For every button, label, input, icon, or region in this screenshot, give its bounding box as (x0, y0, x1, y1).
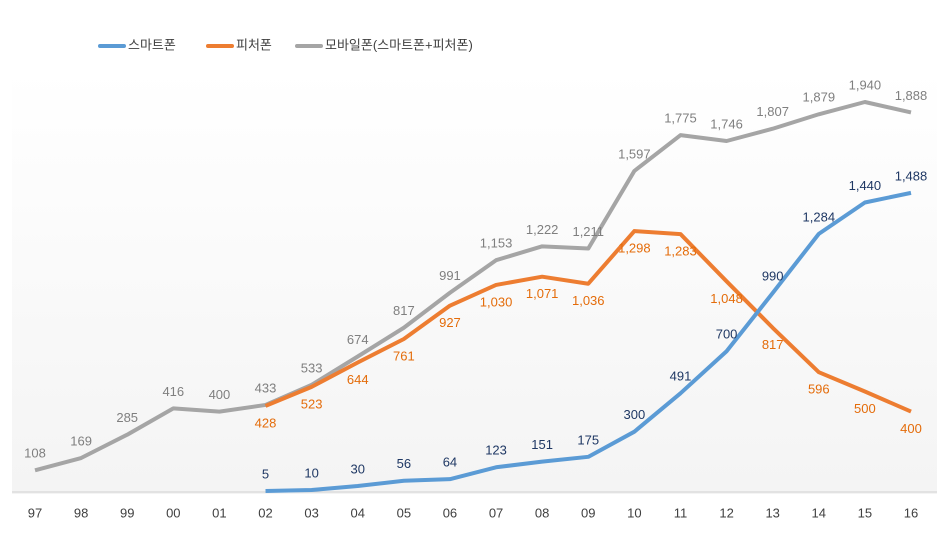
data-label: 169 (70, 433, 92, 448)
data-label: 1,888 (895, 88, 928, 103)
data-label: 1,030 (480, 294, 513, 309)
x-tick-label: 12 (719, 505, 733, 520)
data-label: 991 (439, 268, 461, 283)
data-label: 1,879 (803, 90, 836, 105)
data-label: 523 (301, 396, 323, 411)
data-label: 700 (716, 327, 738, 342)
data-label: 674 (347, 332, 369, 347)
data-label: 1,807 (756, 104, 789, 119)
data-label: 428 (255, 415, 277, 430)
legend-label: 피처폰 (236, 37, 272, 52)
data-label: 817 (393, 303, 415, 318)
data-label: 1,071 (526, 286, 559, 301)
x-tick-label: 08 (535, 505, 549, 520)
legend-label: 모바일폰(스마트폰+피처폰) (325, 37, 473, 52)
x-tick-label: 09 (581, 505, 595, 520)
data-label: 1,283 (664, 244, 697, 259)
x-tick-label: 99 (120, 505, 134, 520)
data-label: 1,488 (895, 168, 928, 183)
data-label: 1,284 (803, 209, 836, 224)
x-tick-label: 14 (812, 505, 826, 520)
data-label: 56 (397, 456, 411, 471)
x-tick-label: 13 (765, 505, 779, 520)
data-label: 596 (808, 382, 830, 397)
data-label: 990 (762, 268, 784, 283)
data-label: 1,940 (849, 77, 882, 92)
data-label: 175 (577, 432, 599, 447)
data-label: 108 (24, 446, 46, 461)
x-tick-label: 10 (627, 505, 641, 520)
data-label: 433 (255, 380, 277, 395)
x-tick-label: 03 (304, 505, 318, 520)
data-label: 491 (670, 369, 692, 384)
data-label: 761 (393, 348, 415, 363)
data-label: 1,775 (664, 111, 697, 126)
data-label: 64 (443, 455, 457, 470)
x-tick-label: 11 (674, 505, 688, 520)
data-label: 1,746 (710, 116, 743, 131)
series-line (34, 100, 912, 473)
x-tick-label: 04 (351, 505, 365, 520)
data-label: 400 (209, 387, 231, 402)
data-label: 1,048 (710, 291, 743, 306)
data-label: 10 (304, 465, 318, 480)
x-tick-label: 00 (166, 505, 180, 520)
data-label: 151 (531, 437, 553, 452)
x-tick-label: 98 (74, 505, 88, 520)
data-label: 500 (854, 401, 876, 416)
x-tick-label: 01 (212, 505, 226, 520)
x-tick-label: 15 (858, 505, 872, 520)
data-label: 1,222 (526, 222, 559, 237)
x-tick-label: 16 (904, 505, 918, 520)
data-label: 1,211 (572, 224, 604, 239)
x-tick-label: 06 (443, 505, 457, 520)
x-tick-label: 07 (489, 505, 503, 520)
x-tick-label: 05 (397, 505, 411, 520)
series-line (264, 229, 912, 414)
data-label: 1,153 (480, 236, 513, 251)
data-label: 1,298 (618, 240, 651, 255)
data-label: 817 (762, 337, 784, 352)
data-label: 644 (347, 372, 369, 387)
data-label: 5 (262, 466, 269, 481)
data-label: 1,440 (849, 178, 882, 193)
data-label: 533 (301, 360, 323, 375)
legend-label: 스마트폰 (128, 37, 176, 52)
data-label: 123 (485, 443, 507, 458)
data-label: 30 (351, 461, 365, 476)
data-label: 400 (900, 421, 922, 436)
data-label: 1,036 (572, 293, 605, 308)
x-tick-label: 97 (28, 505, 42, 520)
data-label: 1,597 (618, 146, 651, 161)
data-label: 927 (439, 315, 461, 330)
plot-background (12, 70, 937, 494)
data-label: 300 (624, 407, 646, 422)
data-label: 285 (116, 410, 138, 425)
series-line (265, 190, 912, 493)
x-tick-label: 02 (258, 505, 272, 520)
data-label: 416 (162, 384, 184, 399)
